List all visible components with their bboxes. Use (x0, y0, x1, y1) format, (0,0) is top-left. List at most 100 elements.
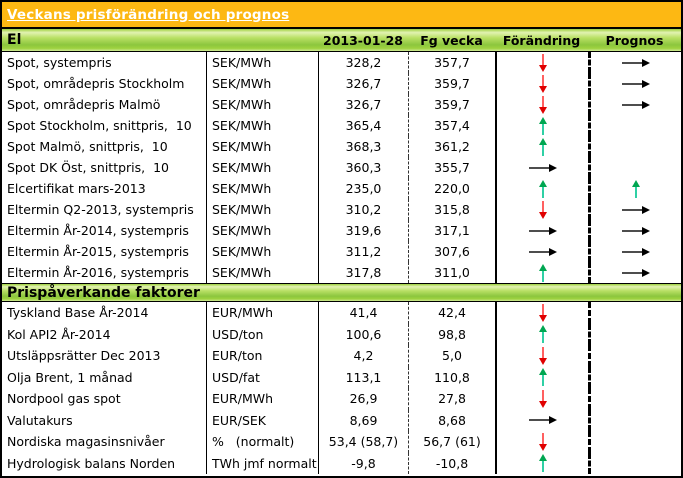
change-cell (495, 431, 588, 453)
table-row: Spot Stockholm, snittpris, 10 SEK/MWh 365,… (2, 115, 681, 136)
row-label: Hydrologisk balans Norden (7, 455, 176, 471)
table-row: Spot, systempris SEK/MWh 328,2 357,7 (2, 52, 681, 73)
row-unit: TWh jmf normalt (206, 452, 318, 474)
row-label: Kol API2 År-2014 (7, 326, 111, 342)
value-previous-week: -10,8 (408, 452, 495, 474)
value-current: 310,2 (318, 199, 408, 220)
row-label: Spot, områdepris Malmö (7, 97, 161, 112)
value-current: 41,4 (318, 302, 408, 324)
column-header-forecast: Prognos (605, 32, 664, 48)
change-cell (495, 409, 588, 431)
change-cell (495, 366, 588, 388)
value-previous-week: 361,2 (408, 136, 495, 157)
arrow-right-icon (528, 225, 558, 237)
value-previous-week: 317,1 (408, 220, 495, 241)
table-row: Tyskland Base År-2014 EUR/MWh 41,4 42,4 (2, 302, 681, 324)
table-row: Nordiska magasinsnivåer % (normalt) 53,4 (… (2, 431, 681, 453)
forecast-cell (588, 199, 681, 220)
arrow-right-icon (621, 99, 651, 111)
forecast-cell (588, 52, 681, 73)
factors-section-rows: Tyskland Base År-2014 EUR/MWh 41,4 42,4 Kol … (2, 302, 681, 474)
table-row: Spot, områdepris Malmö SEK/MWh 326,7 359,7 (2, 94, 681, 115)
table-row: Eltermin Q2-2013, systempris SEK/MWh 310,2… (2, 199, 681, 220)
forecast-cell (588, 136, 681, 157)
row-unit: SEK/MWh (206, 157, 318, 178)
factors-section-title-bar: Prispåverkande faktorer (2, 283, 681, 302)
row-label: Eltermin År-2014, systempris (7, 223, 189, 238)
table-row: Nordpool gas spot EUR/MWh 26,9 27,8 (2, 388, 681, 410)
change-cell (495, 115, 588, 136)
value-previous-week: 220,0 (408, 178, 495, 199)
value-previous-week: 110,8 (408, 366, 495, 388)
row-label: Eltermin Q2-2013, systempris (7, 202, 194, 217)
row-label: Nordiska magasinsnivåer (7, 434, 165, 450)
change-cell (495, 220, 588, 241)
row-label: Spot Malmö, snittpris, 10 (7, 139, 168, 154)
el-section-rows: Spot, systempris SEK/MWh 328,2 357,7 Spot, o… (2, 52, 681, 283)
value-current: 53,4 (58,7) (318, 431, 408, 453)
value-previous-week: 359,7 (408, 73, 495, 94)
value-current: 365,4 (318, 115, 408, 136)
table-row: Elcertifikat mars-2013 SEK/MWh 235,0 220,0 (2, 178, 681, 199)
value-previous-week: 5,0 (408, 345, 495, 367)
arrow-down-icon (537, 74, 549, 94)
table-row: Spot DK Öst, snittpris, 10 SEK/MWh 360,3 35… (2, 157, 681, 178)
row-unit: SEK/MWh (206, 94, 318, 115)
arrow-up-icon (537, 263, 549, 283)
row-unit: SEK/MWh (206, 73, 318, 94)
change-cell (495, 52, 588, 73)
arrow-right-icon (621, 57, 651, 69)
row-label: Spot, systempris (7, 55, 112, 70)
row-label: Spot Stockholm, snittpris, 10 (7, 118, 192, 133)
value-current: 8,69 (318, 409, 408, 431)
table-row: Eltermin År-2014, systempris SEK/MWh 319,6… (2, 220, 681, 241)
row-unit: % (normalt) (206, 431, 318, 453)
value-current: 326,7 (318, 73, 408, 94)
row-label: Valutakurs (7, 412, 73, 428)
arrow-down-icon (537, 95, 549, 115)
value-previous-week: 27,8 (408, 388, 495, 410)
arrow-up-icon (537, 179, 549, 199)
row-unit: SEK/MWh (206, 115, 318, 136)
arrow-right-icon (528, 246, 558, 258)
forecast-cell (588, 115, 681, 136)
forecast-cell (588, 220, 681, 241)
forecast-cell (588, 366, 681, 388)
value-previous-week: 355,7 (408, 157, 495, 178)
arrow-up-icon (630, 179, 642, 199)
value-current: 235,0 (318, 178, 408, 199)
arrow-up-icon (537, 367, 549, 387)
row-label: Eltermin År-2016, systempris (7, 265, 189, 280)
forecast-cell (588, 94, 681, 115)
value-current: 4,2 (318, 345, 408, 367)
forecast-cell (588, 345, 681, 367)
arrow-right-icon (621, 225, 651, 237)
arrow-down-icon (537, 432, 549, 452)
row-unit: SEK/MWh (206, 262, 318, 283)
forecast-cell (588, 431, 681, 453)
row-label: Elcertifikat mars-2013 (7, 181, 146, 196)
change-cell (495, 136, 588, 157)
value-current: 368,3 (318, 136, 408, 157)
value-current: 100,6 (318, 323, 408, 345)
value-previous-week: 8,68 (408, 409, 495, 431)
forecast-cell (588, 302, 681, 324)
value-previous-week: 315,8 (408, 199, 495, 220)
table-row: Kol API2 År-2014 USD/ton 100,6 98,8 (2, 323, 681, 345)
row-unit: EUR/SEK (206, 409, 318, 431)
row-unit: SEK/MWh (206, 178, 318, 199)
value-current: 317,8 (318, 262, 408, 283)
value-previous-week: 357,4 (408, 115, 495, 136)
row-unit: EUR/MWh (206, 388, 318, 410)
row-unit: SEK/MWh (206, 220, 318, 241)
value-previous-week: 98,8 (408, 323, 495, 345)
arrow-right-icon (528, 414, 558, 426)
value-current: 319,6 (318, 220, 408, 241)
change-cell (495, 262, 588, 283)
value-previous-week: 42,4 (408, 302, 495, 324)
forecast-cell (588, 241, 681, 262)
table-row: Hydrologisk balans Norden TWh jmf normalt… (2, 452, 681, 474)
value-current: 26,9 (318, 388, 408, 410)
table-row: Eltermin År-2015, systempris SEK/MWh 311,2… (2, 241, 681, 262)
row-unit: USD/ton (206, 323, 318, 345)
